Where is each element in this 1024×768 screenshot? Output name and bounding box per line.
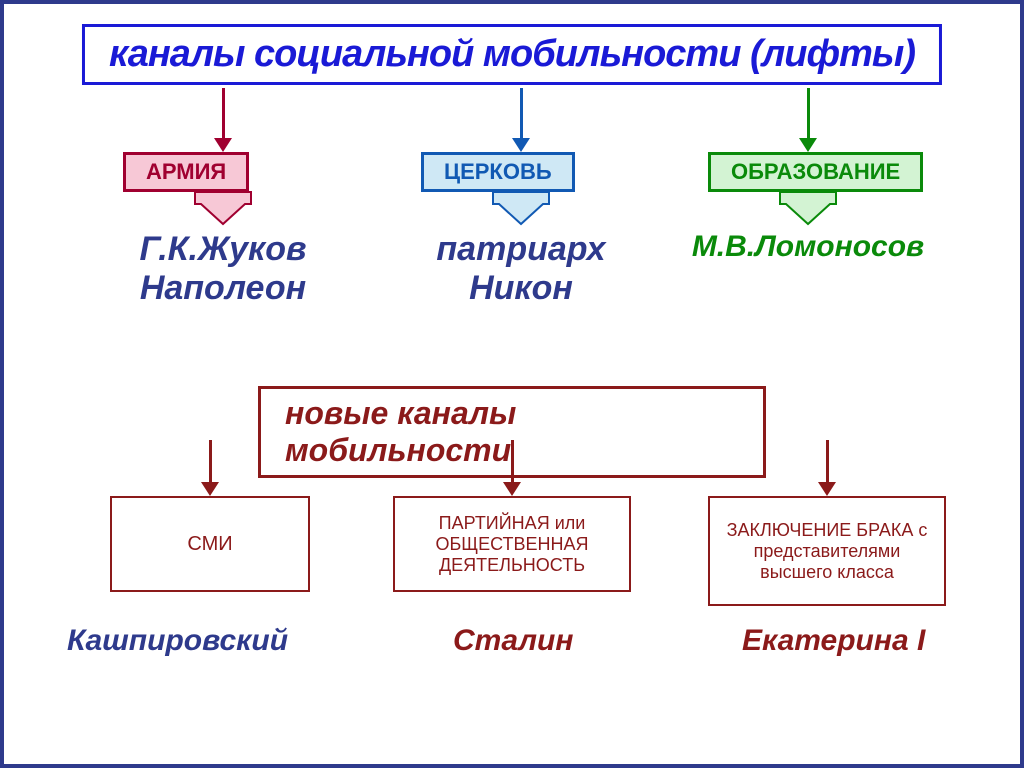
sub-title: новые каналы мобильности: [285, 395, 516, 468]
chevron-down-icon: [489, 190, 553, 226]
main-title: каналы социальной мобильности (лифты): [109, 33, 915, 75]
bottom-example-2: Екатерина I: [742, 624, 925, 658]
chevron-down-icon: [191, 190, 255, 226]
bottom-category-2: ЗАКЛЮЧЕНИЕ БРАКА с представителями высше…: [708, 496, 946, 606]
arrow-head-icon: [512, 138, 530, 152]
examples-образование: М.В.Ломоносов: [668, 230, 948, 265]
arrow-to-bottom-0: [209, 440, 212, 482]
bottom-category-0: СМИ: [110, 496, 310, 592]
bottom-example-0: Кашпировский: [67, 624, 288, 658]
bottom-example-1: Сталин: [453, 624, 574, 658]
category-церковь: ЦЕРКОВЬ: [421, 152, 575, 192]
arrow-to-bottom-1: [511, 440, 514, 482]
arrow-to-образование: [807, 88, 810, 138]
arrow-to-армия: [222, 88, 225, 138]
arrow-head-icon: [214, 138, 232, 152]
bottom-category-1: ПАРТИЙНАЯ или ОБЩЕСТВЕННАЯ ДЕЯТЕЛЬНОСТЬ: [393, 496, 631, 592]
examples-армия: Г.К.ЖуковНаполеон: [83, 230, 363, 308]
arrow-to-церковь: [520, 88, 523, 138]
category-образование: ОБРАЗОВАНИЕ: [708, 152, 923, 192]
arrow-head-icon: [201, 482, 219, 496]
chevron-down-icon: [776, 190, 840, 226]
arrow-head-icon: [503, 482, 521, 496]
arrow-head-icon: [818, 482, 836, 496]
category-армия: АРМИЯ: [123, 152, 249, 192]
arrow-to-bottom-2: [826, 440, 829, 482]
main-title-box: каналы социальной мобильности (лифты): [82, 24, 942, 85]
examples-церковь: патриархНикон: [381, 230, 661, 308]
arrow-head-icon: [799, 138, 817, 152]
